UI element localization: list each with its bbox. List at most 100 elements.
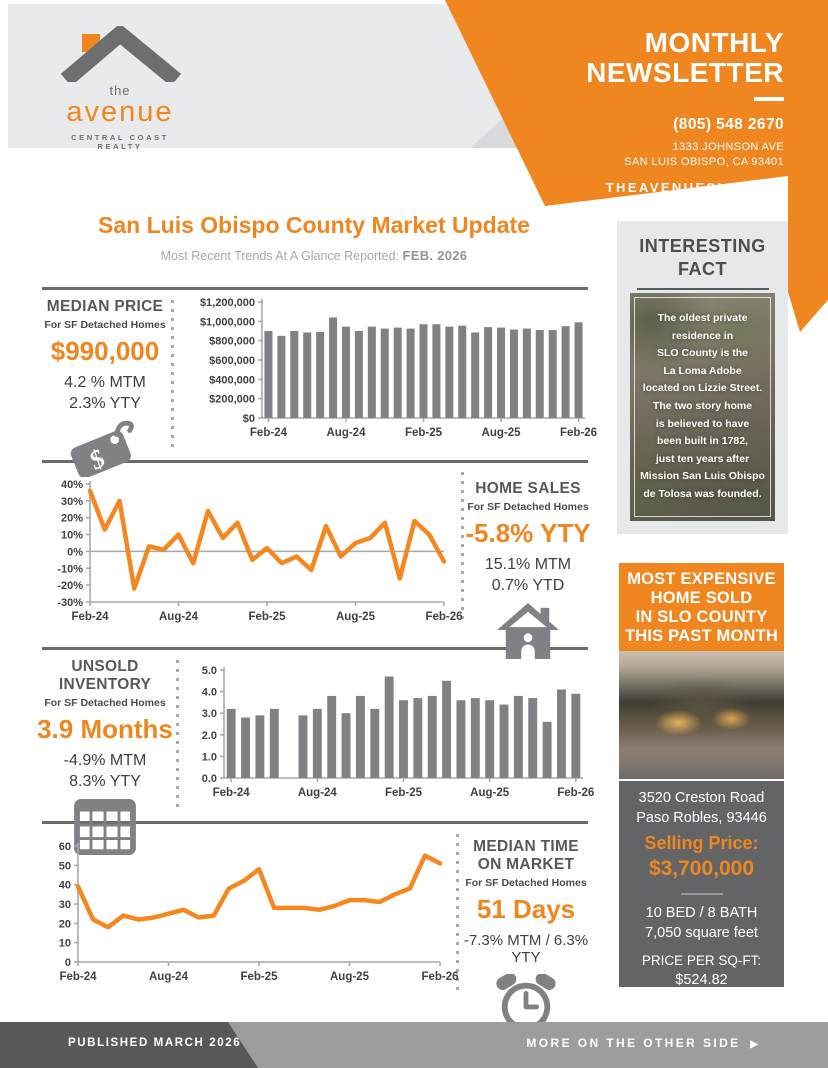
svg-text:Feb-26: Feb-26: [557, 787, 594, 799]
stat-value: 51 Days: [476, 893, 576, 924]
subtitle-text: Most Recent Trends At A Glance Reported:: [160, 249, 399, 263]
svg-text:Aug-25: Aug-25: [470, 787, 510, 799]
svg-text:10%: 10%: [61, 530, 83, 542]
fact-line: de Tolosa was founded.: [643, 487, 762, 500]
fact-line: located on Lizzie Street.: [642, 382, 763, 395]
svg-text:20%: 20%: [61, 513, 83, 525]
more-on-other-side: MORE ON THE OTHER SIDE ▶: [526, 1036, 758, 1050]
svg-text:Feb-24: Feb-24: [59, 971, 97, 983]
svg-text:60: 60: [59, 841, 71, 853]
svg-text:Feb-26: Feb-26: [425, 611, 462, 623]
home-sales-stat: HOME SALES For SF Detached Homes -5.8% Y…: [460, 480, 596, 664]
fact-photo-border: [634, 297, 771, 517]
square-feet: 7,050 square feet: [645, 925, 758, 941]
footer-dark-ribbon: [0, 1022, 258, 1068]
svg-text:Aug-25: Aug-25: [336, 611, 376, 623]
arrow-right-icon: ▶: [750, 1039, 758, 1050]
page-subtitle: Most Recent Trends At A Glance Reported:…: [40, 248, 588, 263]
svg-text:Aug-25: Aug-25: [330, 971, 370, 983]
dotted-separator: [176, 660, 179, 812]
stat-subtitle: For SF Detached Homes: [44, 318, 166, 331]
website-link[interactable]: THEAVENUESLO.COM: [605, 180, 784, 196]
stat-subtitle: For SF Detached Homes: [465, 876, 587, 889]
median-time-stat: MEDIAN TIME ON MARKET For SF Detached Ho…: [450, 838, 602, 1041]
stat-subtitle: For SF Detached Homes: [44, 696, 166, 709]
page-title-block: San Luis Obispo County Market Update Mos…: [40, 212, 588, 263]
svg-text:Feb-25: Feb-25: [405, 427, 443, 439]
ppsf-label: PRICE PER SQ-FT:: [641, 953, 762, 968]
svg-text:5.0: 5.0: [202, 665, 217, 677]
svg-text:50: 50: [59, 860, 71, 872]
stat-mtm-yty: -7.3% MTM / 6.3% YTY: [463, 931, 589, 966]
report-month: FEB. 2026: [402, 248, 468, 263]
median-price-stat: MEDIAN PRICE For SF Detached Homes $990,…: [30, 298, 180, 482]
exp-header-line: MOST EXPENSIVE: [627, 570, 776, 588]
beds-baths: 10 BED / 8 BATH: [645, 905, 758, 921]
expensive-home-photo: [619, 651, 784, 779]
median-price-chart: $0 $200,000 $400,000 $600,000 $800,000 $1,000…: [188, 296, 597, 448]
stat-title: MEDIAN TIME ON MARKET: [450, 838, 602, 874]
exp-header-line: HOME SOLD: [650, 589, 753, 607]
stat-value: -5.8% YTY: [465, 517, 591, 548]
svg-text:3.0: 3.0: [202, 708, 217, 720]
stat-title: UNSOLD INVENTORY: [58, 658, 152, 693]
phone-number: (805) 548 2670: [673, 116, 784, 134]
svg-text:Feb-25: Feb-25: [240, 971, 278, 983]
svg-text:Feb-25: Feb-25: [385, 787, 423, 799]
selling-price-label: Selling Price:: [644, 833, 759, 853]
address-line1: 1333 JOHNSON AVE: [672, 141, 784, 154]
svg-text:Feb-26: Feb-26: [421, 971, 458, 983]
page-title: San Luis Obispo County Market Update: [98, 212, 530, 238]
header-contact-block: MONTHLY NEWSLETTER (805) 548 2670 1333 J…: [586, 27, 784, 196]
svg-text:$0: $0: [243, 413, 255, 425]
ppsf-value: $524.82: [675, 972, 728, 988]
svg-text:30%: 30%: [61, 496, 83, 508]
fact-title-line1: INTERESTING: [639, 236, 766, 256]
stat-title: HOME SALES: [475, 480, 581, 497]
svg-text:40: 40: [59, 880, 71, 892]
svg-text:Aug-24: Aug-24: [149, 971, 189, 983]
exp-header-line: IN SLO COUNTY: [635, 608, 768, 626]
calendar-icon: [24, 798, 186, 860]
svg-text:0.0: 0.0: [202, 773, 217, 785]
svg-text:$400,000: $400,000: [209, 374, 255, 386]
svg-text:2.0: 2.0: [202, 730, 217, 742]
newsletter-title-line1: MONTHLY: [644, 27, 784, 58]
svg-text:Feb-26: Feb-26: [560, 427, 597, 439]
svg-text:Feb-25: Feb-25: [248, 611, 286, 623]
fact-line: residence in: [671, 329, 734, 342]
brand-name: avenue: [66, 96, 174, 128]
stat-title-line1: MEDIAN TIME: [473, 838, 579, 855]
svg-text:Feb-24: Feb-24: [71, 611, 109, 623]
svg-text:Feb-24: Feb-24: [213, 787, 251, 799]
svg-text:$1,200,000: $1,200,000: [200, 297, 255, 309]
fact-text: The oldest private residence in SLO Coun…: [632, 310, 773, 504]
info-divider: [680, 893, 723, 895]
median-time-chart: 0 10 20 30 40 50 60 Feb-24 Aug-24 Feb-25 Aug-25 Feb…: [44, 834, 459, 992]
house-icon: [460, 602, 596, 664]
selling-price-value: $3,700,000: [648, 857, 755, 880]
header-dash: [754, 97, 784, 102]
dotted-separator: [456, 834, 459, 990]
fact-title-line2: FACT: [678, 258, 727, 279]
svg-text:0: 0: [65, 957, 71, 969]
svg-text:Feb-24: Feb-24: [250, 427, 288, 439]
svg-text:30: 30: [59, 899, 71, 911]
svg-text:-20%: -20%: [57, 580, 83, 592]
divider: [42, 821, 588, 824]
unsold-inventory-chart: 0.0 1.0 2.0 3.0 4.0 5.0 Feb-24 Aug-24 Feb-25 Aug-…: [188, 658, 595, 808]
fact-line: The oldest private: [657, 312, 748, 324]
stat-mtm: -4.9% MTM: [63, 751, 147, 769]
svg-text:20: 20: [59, 918, 71, 930]
expensive-home-header: MOST EXPENSIVE HOME SOLD IN SLO COUNTY T…: [619, 563, 784, 651]
svg-text:$600,000: $600,000: [209, 355, 255, 367]
dotted-separator: [171, 300, 174, 450]
svg-text:$1,000,000: $1,000,000: [200, 316, 255, 328]
listing-address-line2: Paso Robles, 93446: [636, 810, 767, 826]
stat-title: MEDIAN PRICE: [46, 298, 164, 315]
expensive-home-info: 3520 Creston Road Paso Robles, 93446 Sel…: [619, 781, 784, 988]
dotted-separator: [461, 472, 464, 624]
exp-header-line: THIS PAST MONTH: [624, 627, 779, 645]
home-sales-chart: -30% -20% -10% 0% 10% 20% 30% 40% Feb-24 Aug-24 Fe…: [44, 474, 462, 632]
